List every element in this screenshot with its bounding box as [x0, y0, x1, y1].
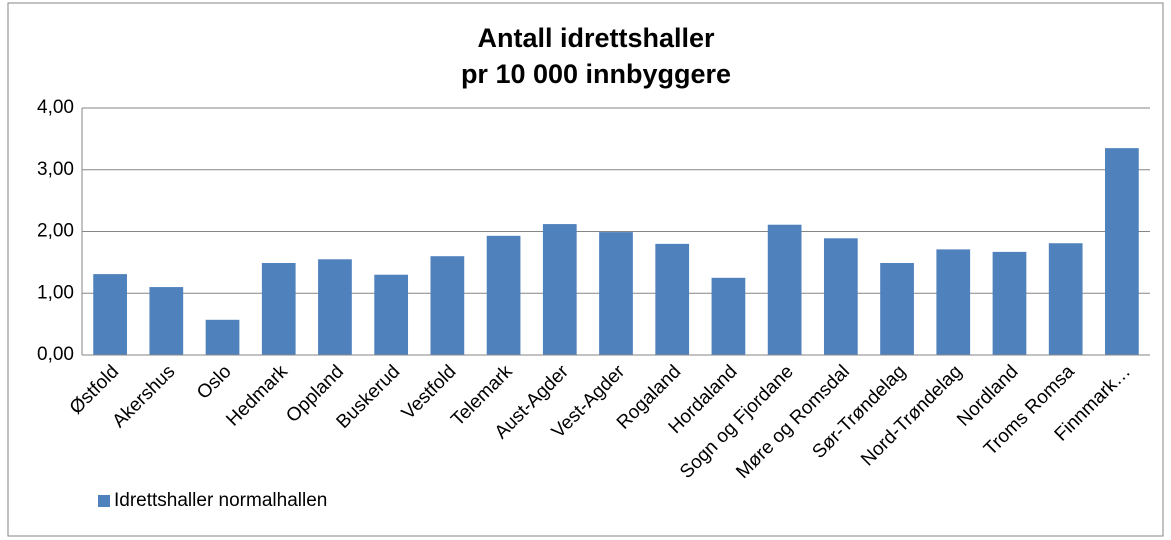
bar [711, 277, 746, 355]
bar [1105, 148, 1139, 355]
bar [430, 256, 465, 355]
bar [542, 224, 577, 355]
y-tick-label: 3,00 [37, 159, 74, 180]
y-tick-label: 2,00 [37, 221, 74, 242]
bar [318, 259, 352, 355]
y-tick-label: 1,00 [37, 282, 74, 303]
bar [767, 224, 802, 355]
bar [205, 319, 240, 355]
y-tick-label: 4,00 [37, 97, 74, 118]
bar [374, 274, 409, 355]
bar [599, 232, 633, 355]
bar [261, 262, 296, 355]
chart-border [7, 2, 1164, 537]
bar [93, 274, 127, 355]
bar [992, 251, 1027, 355]
bar [880, 262, 914, 355]
chart-title: pr 10 000 innbyggere [461, 59, 731, 89]
bar [1048, 243, 1083, 355]
bar [149, 287, 184, 355]
legend-swatch [98, 495, 110, 507]
bar [486, 235, 521, 355]
bar [823, 238, 858, 355]
bar [936, 249, 971, 355]
bar [655, 243, 690, 355]
chart-title: Antall idrettshaller [477, 23, 715, 53]
legend-label: Idrettshaller normalhallen [114, 490, 327, 511]
y-tick-label: 0,00 [37, 344, 74, 365]
